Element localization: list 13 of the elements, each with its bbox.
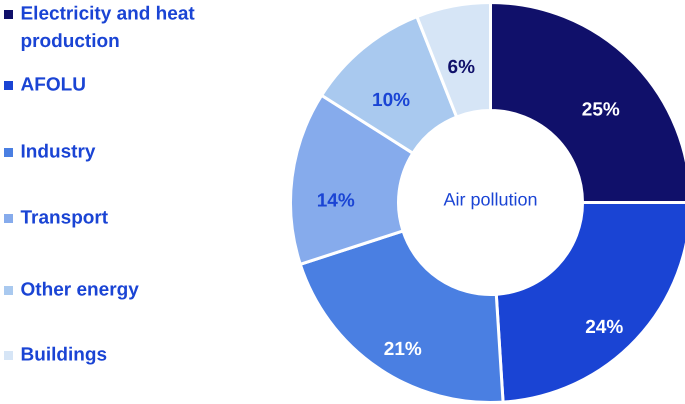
legend-label: Other energy xyxy=(20,280,140,300)
legend-label: Buildings xyxy=(20,344,108,366)
data-label: 24% xyxy=(585,316,624,338)
data-label: 10% xyxy=(372,90,410,111)
data-label: 25% xyxy=(582,100,620,121)
data-label: 14% xyxy=(316,190,355,212)
text: Air pollution xyxy=(443,190,538,210)
legend-label: Transport xyxy=(20,208,109,228)
legend-label: Electricity and heat production xyxy=(20,4,196,52)
data-label: 21% xyxy=(384,339,422,360)
data-label: 6% xyxy=(448,56,476,78)
legend-label: Industry xyxy=(20,142,96,162)
legend-label: AFOLU xyxy=(20,74,86,96)
